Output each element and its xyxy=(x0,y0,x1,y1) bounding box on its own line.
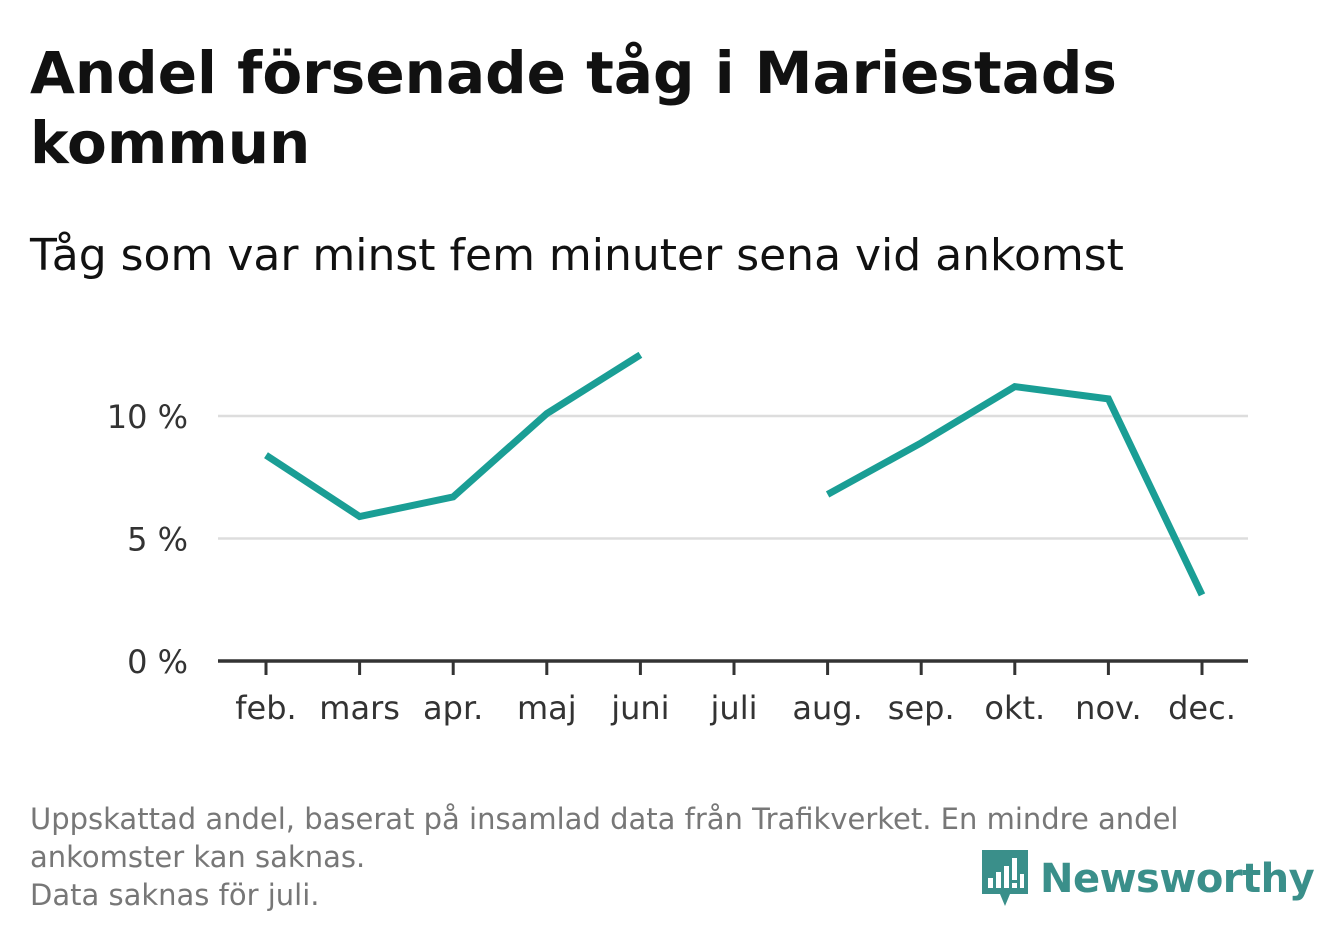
series-line xyxy=(264,351,643,521)
x-tick-label: sep. xyxy=(888,689,955,727)
x-tick-label: nov. xyxy=(1075,689,1141,727)
footnote-line: Data saknas för juli. xyxy=(30,878,320,912)
x-tick-label: apr. xyxy=(423,689,483,727)
x-tick-label: juli xyxy=(710,689,758,727)
x-tick-label: maj xyxy=(517,689,577,727)
y-tick-label: 5 % xyxy=(127,521,188,559)
footnote: Uppskattad andel, baserat på insamlad da… xyxy=(30,800,1280,914)
chart-title: Andel försenade tåg i Mariestads kommun xyxy=(30,39,1117,177)
newsworthy-logo-icon xyxy=(982,850,1028,906)
x-tick-label: mars xyxy=(319,689,400,727)
y-tick-label: 0 % xyxy=(127,643,188,681)
x-tick-label: aug. xyxy=(792,689,862,727)
x-tick-label: okt. xyxy=(984,689,1045,727)
y-tick-label: 10 % xyxy=(107,398,188,436)
footnote-line: ankomster kan saknas. xyxy=(30,840,366,874)
chart-subtitle: Tåg som var minst fem minuter sena vid a… xyxy=(30,230,1124,281)
x-tick-label: feb. xyxy=(235,689,296,727)
footnote-line: Uppskattad andel, baserat på insamlad da… xyxy=(30,802,1179,836)
series-line xyxy=(825,382,1206,597)
x-tick-label: juni xyxy=(610,689,669,727)
line-chart: 0 % 5 % 10 % feb. mars apr. maj juni juli aug. sep… xyxy=(107,351,1248,727)
x-tick-label: dec. xyxy=(1168,689,1236,727)
brand-name: Newsworthy xyxy=(1040,856,1315,902)
brand-logo: Newsworthy xyxy=(980,848,1315,910)
